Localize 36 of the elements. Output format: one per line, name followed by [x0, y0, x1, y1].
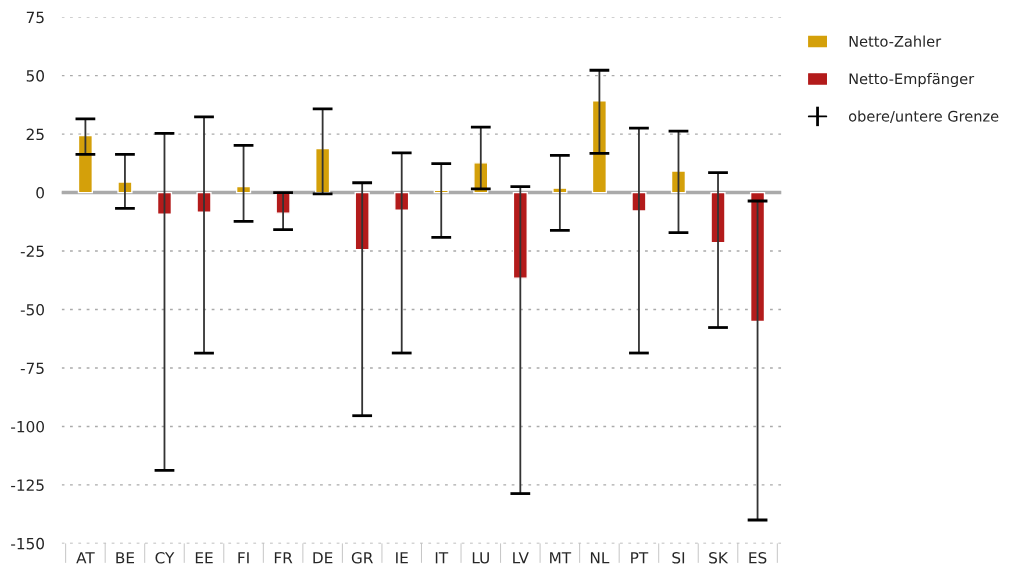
- x-tick-label: IE: [396, 552, 408, 564]
- x-tick-label: MT: [550, 552, 572, 564]
- y-tick-label: -25: [20, 245, 44, 258]
- y-tick-label: 25: [26, 128, 44, 141]
- bar: [591, 100, 608, 194]
- text: obere/untere Grenze: [848, 110, 999, 123]
- x-tick-label: DE: [313, 552, 333, 564]
- bar: [670, 170, 687, 194]
- bar: [749, 191, 766, 323]
- legend-label: Netto-Zahler: [849, 35, 942, 47]
- y-tick-label: -100: [11, 420, 44, 433]
- x-tick-label: LU: [472, 552, 489, 564]
- y-tick-label: 75: [26, 11, 44, 24]
- legend-label: Netto-Empfänger: [849, 72, 975, 88]
- x-tick-label: ES: [749, 552, 767, 564]
- y-tick-label: 50: [26, 70, 44, 82]
- y-tick-label: -150: [11, 537, 44, 550]
- bar: [156, 191, 173, 215]
- x-tick-label: EE: [195, 552, 213, 564]
- x-tick-label: BE: [116, 552, 135, 564]
- x-tick-label: IT: [435, 552, 449, 564]
- x-tick-label: LV: [513, 552, 529, 564]
- x-tick-label: SK: [709, 552, 729, 564]
- y-tick-label: -75: [20, 362, 44, 375]
- x-tick-label: NL: [590, 552, 610, 564]
- y-tick-label: 0: [36, 187, 44, 199]
- y-tick-label: -50: [20, 303, 44, 316]
- x-tick-label: PT: [631, 552, 649, 564]
- bar: [77, 134, 94, 194]
- x-tick-label: SI: [672, 552, 685, 564]
- y-tick-label: -125: [11, 479, 44, 491]
- x-tick-label: FR: [274, 552, 293, 564]
- x-tick-label: GR: [351, 552, 373, 564]
- x-tick-label: FI: [238, 552, 249, 564]
- x-tick-label: CY: [155, 552, 175, 564]
- x-tick-label: AT: [76, 552, 95, 564]
